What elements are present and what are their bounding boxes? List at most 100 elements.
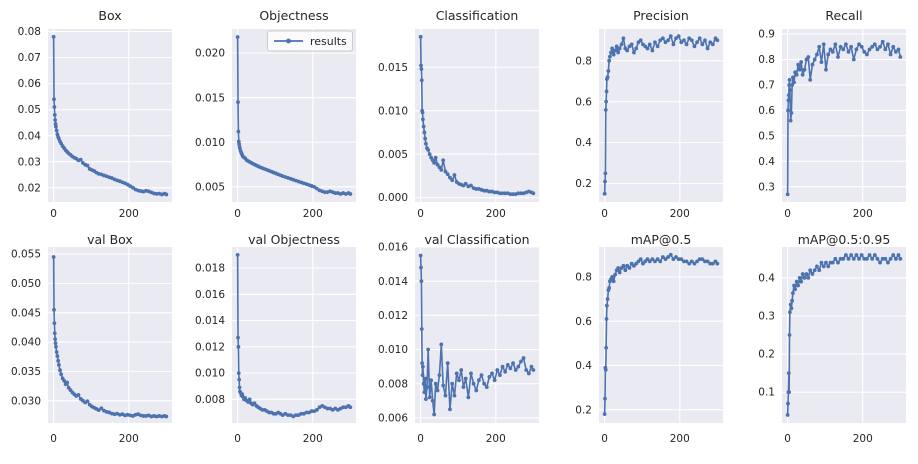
x-tick-label: 200 [119, 433, 139, 445]
y-tick-label: 0.04 [18, 130, 42, 142]
y-tick-label: 0.008 [195, 394, 225, 406]
y-tick-label: 0.000 [378, 192, 408, 204]
y-tick-label: 0.2 [575, 404, 592, 416]
y-tick-label: 0.015 [378, 62, 408, 74]
x-tick-label: 0 [417, 208, 424, 220]
y-tick-label: 0.8 [575, 55, 592, 67]
chart-canvas-val-box: val Box 0.030 0.035 0.040 0.045 0.050 0.055 0 20… [11, 232, 172, 445]
x-tick-label: 200 [486, 208, 506, 220]
y-tick-label: 0.7 [759, 80, 776, 92]
x-tick-label: 0 [50, 208, 57, 220]
y-tick-label: 0.012 [378, 310, 408, 322]
y-tick-label: 0.08 [18, 26, 41, 38]
subplot-objectness: Objectness 0.005 0.010 0.015 0.020 0 200 result… [184, 0, 368, 230]
legend: results [266, 30, 353, 52]
chart-title-box: Box [98, 8, 121, 23]
y-tick-label: 0.055 [11, 249, 41, 261]
subplot-val-objectness: val Objectness 0.008 0.010 0.012 0.014 0.016 0… [184, 230, 368, 460]
axes-background [415, 247, 540, 423]
subplot-val-classification: val Classification 0.006 0.008 0.010 0.012 0.… [367, 230, 551, 460]
y-tick-label: 0.014 [378, 276, 408, 288]
subplot-box: Box 0.02 0.03 0.04 0.05 0.06 0.07 0.08 0 200 [0, 0, 184, 230]
axes-background [782, 29, 907, 202]
y-tick-label: 0.2 [575, 178, 592, 190]
results-line [787, 254, 902, 416]
x-tick-label: 0 [601, 433, 608, 445]
y-tick-label: 0.03 [18, 156, 41, 168]
chart-title-val-classification: val Classification [425, 232, 530, 247]
results-line [787, 40, 902, 195]
chart-title-objectness: Objectness [259, 8, 328, 23]
chart-title-val-objectness: val Objectness [248, 232, 340, 247]
y-tick-label: 0.4 [759, 272, 776, 284]
axes-background [231, 29, 356, 202]
x-tick-label: 200 [486, 433, 506, 445]
chart-canvas-val-classification: val Classification 0.006 0.008 0.010 0.012 0.… [378, 232, 540, 445]
x-tick-label: 200 [853, 433, 873, 445]
y-tick-label: 0.6 [575, 316, 592, 328]
y-tick-label: 0.010 [378, 105, 408, 117]
chart-canvas-val-objectness: val Objectness 0.008 0.010 0.012 0.014 0.016 0… [195, 232, 356, 445]
x-tick-label: 0 [234, 208, 241, 220]
subplot-classification: Classification 0.000 0.005 0.010 0.015 0 200 [367, 0, 551, 230]
y-tick-label: 0.016 [195, 289, 225, 301]
chart-title-recall: Recall [826, 8, 863, 23]
y-tick-label: 0.018 [195, 263, 225, 275]
y-tick-label: 0.010 [378, 344, 408, 356]
y-tick-label: 0.040 [11, 337, 41, 349]
y-tick-label: 0.2 [759, 349, 776, 361]
y-tick-label: 0.045 [11, 307, 41, 319]
y-tick-label: 0.012 [195, 341, 225, 353]
chart-canvas-box: Box 0.02 0.03 0.04 0.05 0.06 0.07 0.08 0 200 [18, 8, 172, 220]
y-tick-label: 0.030 [11, 395, 41, 407]
chart-title-map-0-5-0-95: mAP@0.5:0.95 [798, 232, 891, 247]
x-tick-label: 0 [234, 433, 241, 445]
y-tick-label: 0.05 [18, 104, 41, 116]
chart-canvas-recall: Recall 0.3 0.4 0.5 0.6 0.7 0.8 0.9 0 200 [759, 8, 907, 220]
x-tick-label: 200 [853, 208, 873, 220]
y-tick-label: 0.8 [575, 271, 592, 283]
y-tick-label: 0.02 [18, 182, 41, 194]
results-line [420, 255, 535, 416]
axes-background [598, 247, 723, 423]
x-tick-label: 0 [50, 433, 57, 445]
chart-title-classification: Classification [436, 8, 519, 23]
subplot-precision: Precision 0.2 0.4 0.6 0.8 0 200 [551, 0, 735, 230]
chart-title-map-0-5: mAP@0.5 [630, 232, 691, 247]
subplot-val-box: val Box 0.030 0.035 0.040 0.045 0.050 0.055 0 20… [0, 230, 184, 460]
y-tick-label: 0.06 [18, 78, 42, 90]
subplot-map-0-5: mAP@0.5 0.2 0.4 0.6 0.8 0 200 [551, 230, 735, 460]
y-tick-label: 0.3 [759, 311, 776, 323]
chart-title-val-box: val Box [87, 232, 133, 247]
x-tick-label: 200 [670, 208, 690, 220]
chart-canvas-map-0-5: mAP@0.5 0.2 0.4 0.6 0.8 0 200 [575, 232, 723, 445]
y-tick-label: 0.1 [759, 387, 776, 399]
y-tick-label: 0.014 [195, 315, 225, 327]
y-tick-label: 0.015 [195, 92, 225, 104]
y-tick-label: 0.008 [378, 378, 408, 390]
subplot-map-0-5-0-95: mAP@0.5:0.95 0.1 0.2 0.3 0.4 0 200 [734, 230, 918, 460]
y-tick-label: 0.010 [195, 137, 225, 149]
y-tick-label: 0.020 [195, 48, 225, 60]
y-tick-label: 0.006 [378, 412, 408, 424]
axes-background [415, 29, 540, 202]
y-tick-label: 0.016 [378, 242, 408, 254]
legend-label: results [310, 35, 347, 48]
y-tick-label: 0.010 [195, 368, 225, 380]
axes-background [47, 247, 172, 423]
y-tick-label: 0.3 [759, 181, 776, 193]
subplot-recall: Recall 0.3 0.4 0.5 0.6 0.7 0.8 0.9 0 200 [734, 0, 918, 230]
y-tick-label: 0.5 [759, 130, 776, 142]
y-tick-label: 0.8 [759, 54, 776, 66]
y-tick-label: 0.4 [575, 360, 592, 372]
y-tick-label: 0.005 [378, 149, 408, 161]
y-tick-label: 0.035 [11, 366, 41, 378]
x-tick-label: 0 [601, 208, 608, 220]
y-tick-label: 0.6 [759, 105, 776, 117]
x-tick-label: 200 [302, 433, 322, 445]
chart-canvas-map-0-5-0-95: mAP@0.5:0.95 0.1 0.2 0.3 0.4 0 200 [759, 232, 907, 445]
x-tick-label: 0 [785, 208, 792, 220]
y-tick-label: 0.9 [759, 29, 776, 41]
chart-canvas-classification: Classification 0.000 0.005 0.010 0.015 0 200 [378, 8, 540, 220]
